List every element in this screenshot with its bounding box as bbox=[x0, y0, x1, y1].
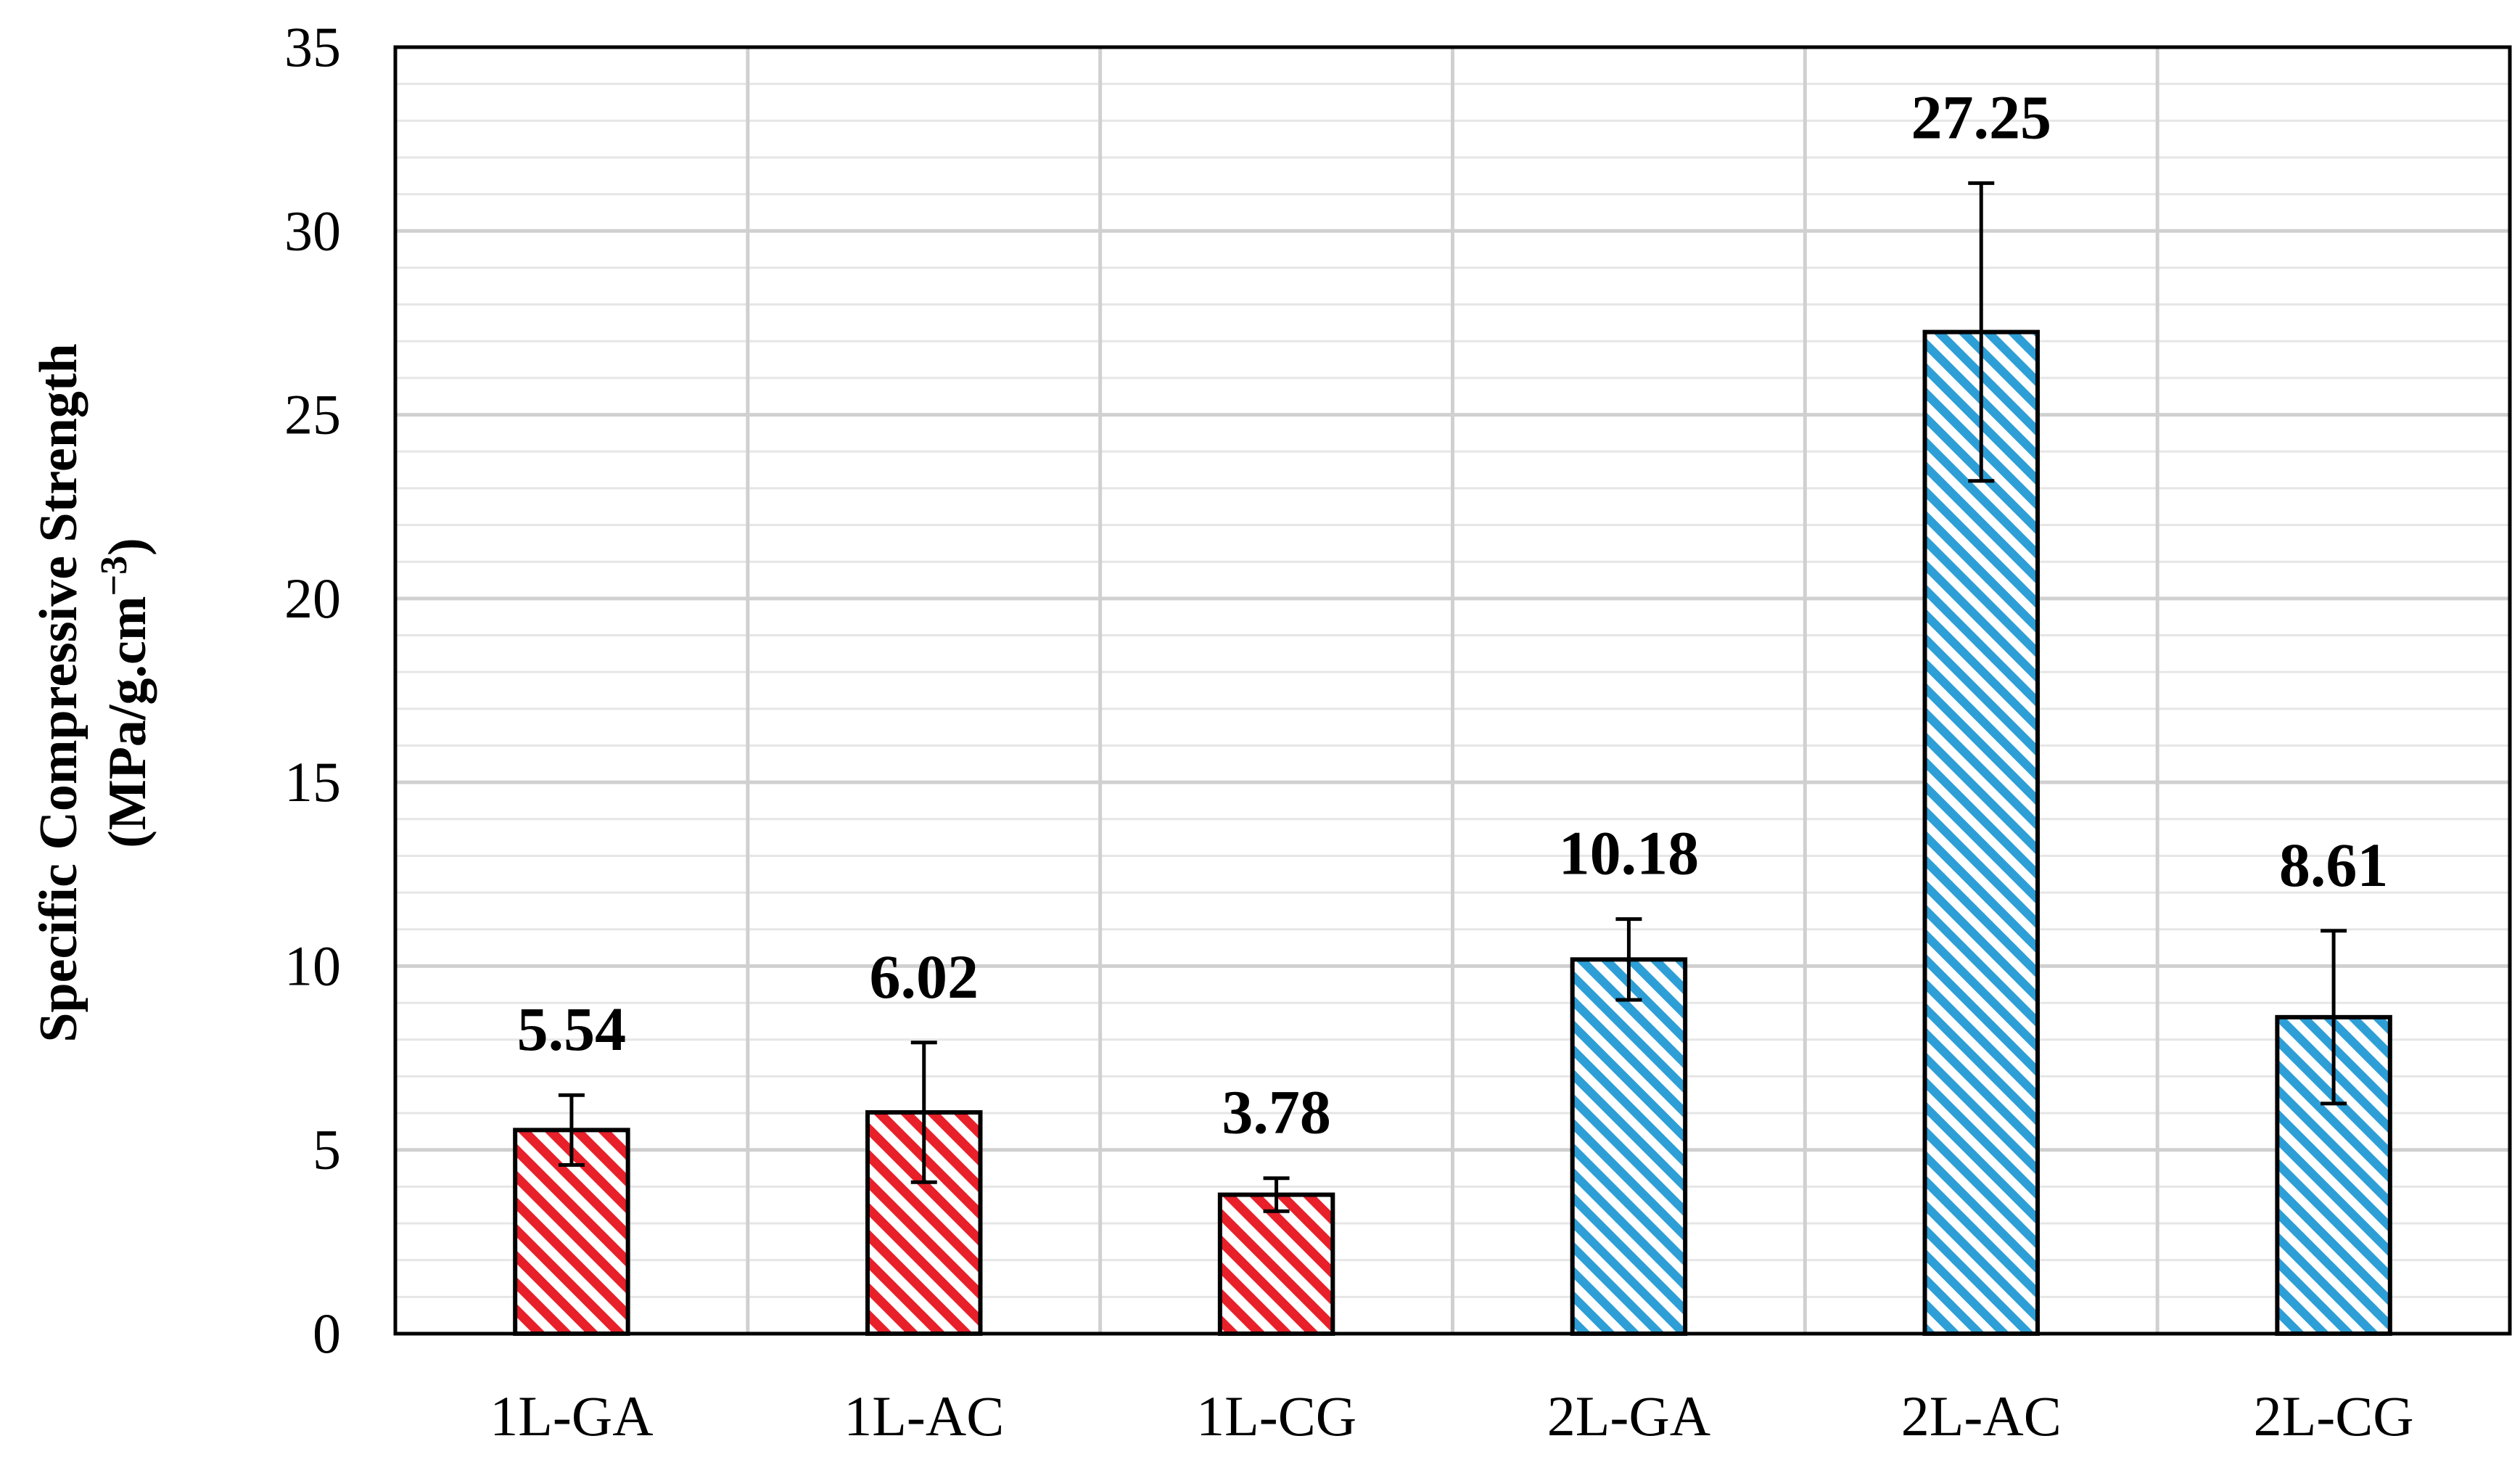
value-label-1l-ac: 6.02 bbox=[870, 942, 979, 1011]
error-bar-1l-ga bbox=[558, 1093, 585, 1167]
y-axis-title-line2: (MPa/g.cm−3) bbox=[94, 538, 157, 848]
y-tick-label: 35 bbox=[284, 15, 341, 78]
gridlines bbox=[395, 47, 2510, 1334]
y-tick-labels: 0 5 10 15 20 25 30 35 bbox=[284, 15, 341, 1365]
y-tick-label: 0 bbox=[313, 1302, 341, 1365]
value-label-2l-ac: 27.25 bbox=[1911, 82, 2052, 152]
error-bar-1l-ac bbox=[910, 1041, 937, 1184]
y-axis-unit-close: ) bbox=[98, 538, 157, 556]
error-bars bbox=[558, 181, 2347, 1213]
bar-2l-ga bbox=[1570, 957, 1688, 1336]
y-tick-label: 25 bbox=[284, 383, 341, 446]
y-tick-label: 5 bbox=[313, 1118, 341, 1181]
plot-frame bbox=[393, 45, 2512, 1336]
x-category-labels: 1L-GA 1L-AC 1L-CG 2L-GA 2L-AC 2L-CG bbox=[490, 1384, 2413, 1448]
y-tick-label: 20 bbox=[284, 567, 341, 630]
y-axis-unit-exponent: −3 bbox=[94, 556, 135, 596]
category-label-2l-cg: 2L-CG bbox=[2254, 1384, 2414, 1448]
y-tick-label: 30 bbox=[284, 199, 341, 262]
value-label-2l-cg: 8.61 bbox=[2279, 830, 2389, 900]
error-bar-1l-cg bbox=[1263, 1176, 1290, 1213]
bar-1l-cg bbox=[1217, 1192, 1335, 1336]
y-axis-title-line1: Specific Compressive Strength bbox=[29, 343, 88, 1042]
value-label-1l-cg: 3.78 bbox=[1222, 1078, 1331, 1147]
y-axis-unit: (MPa/g.cm bbox=[98, 596, 157, 848]
category-label-1l-ac: 1L-AC bbox=[844, 1384, 1004, 1448]
value-labels: 5.54 6.02 3.78 10.18 27.25 8.61 bbox=[517, 82, 2389, 1146]
category-label-2l-ac: 2L-AC bbox=[1901, 1384, 2062, 1448]
category-label-1l-ga: 1L-GA bbox=[490, 1384, 653, 1448]
error-bar-2l-cg bbox=[2321, 929, 2347, 1106]
category-label-1l-cg: 1L-CG bbox=[1196, 1384, 1356, 1448]
category-label-2l-ga: 2L-GA bbox=[1547, 1384, 1710, 1448]
error-bar-2l-ac bbox=[1968, 181, 1995, 483]
error-bar-2l-ga bbox=[1615, 917, 1642, 1002]
y-tick-label: 10 bbox=[284, 934, 341, 997]
y-tick-label: 15 bbox=[284, 750, 341, 813]
value-label-1l-ga: 5.54 bbox=[517, 994, 627, 1064]
value-label-2l-ga: 10.18 bbox=[1559, 818, 1700, 888]
